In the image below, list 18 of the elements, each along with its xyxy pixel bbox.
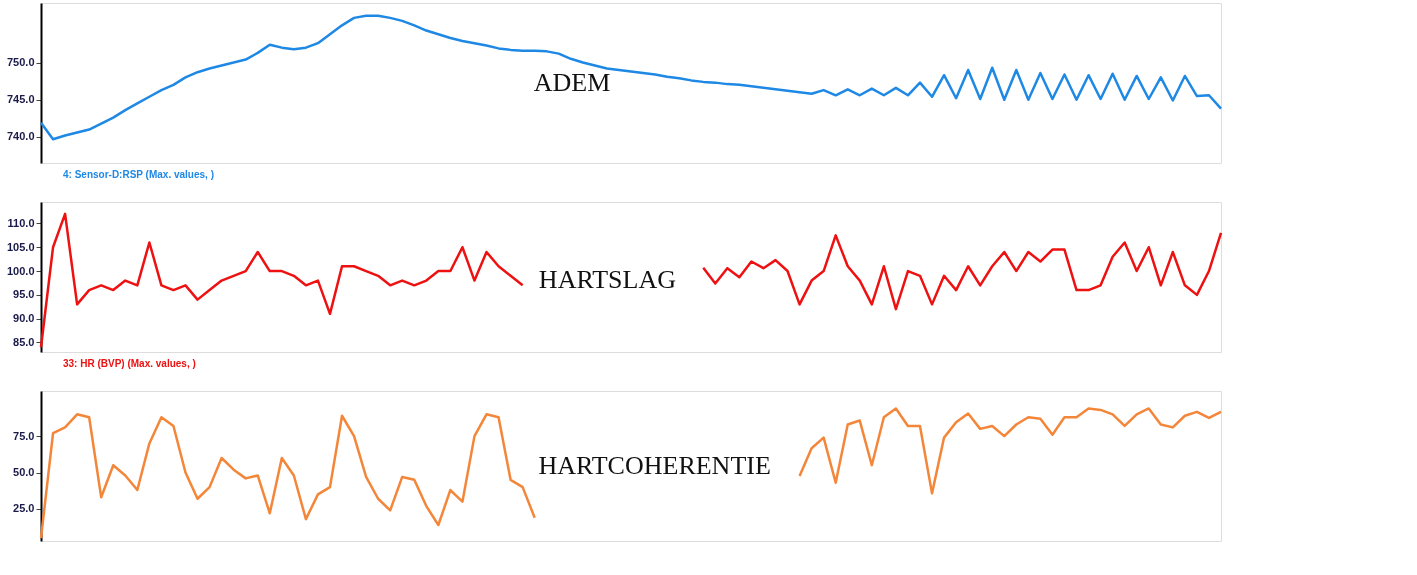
text: HARTCOHERENTIE [538, 451, 771, 480]
text: 4: Sensor-D:RSP (Max. values, ) [63, 169, 214, 180]
y-tick-label: 85.0 [13, 335, 35, 348]
y-tick-label: 745.0 [6, 93, 35, 106]
y-tick-label: 90.0 [13, 312, 35, 325]
text: ADEM [533, 68, 611, 97]
y-tick-label: 25.0 [13, 502, 35, 515]
line-series [39, 14, 1223, 141]
y-tick-label: 95.0 [13, 288, 35, 301]
y-tick-label: 75.0 [13, 429, 35, 442]
text: 33: HR (BVP) (Max. values, ) [63, 358, 196, 369]
y-tick-label: 100.0 [6, 264, 35, 277]
y-tick-label: 105.0 [6, 240, 35, 253]
text: HARTSLAG [538, 265, 676, 294]
y-tick-label: 110.0 [7, 216, 35, 229]
y-tick-label: 740.0 [6, 130, 35, 143]
y-tick-label: 50.0 [13, 466, 35, 479]
y-tick-label: 750.0 [6, 56, 35, 69]
